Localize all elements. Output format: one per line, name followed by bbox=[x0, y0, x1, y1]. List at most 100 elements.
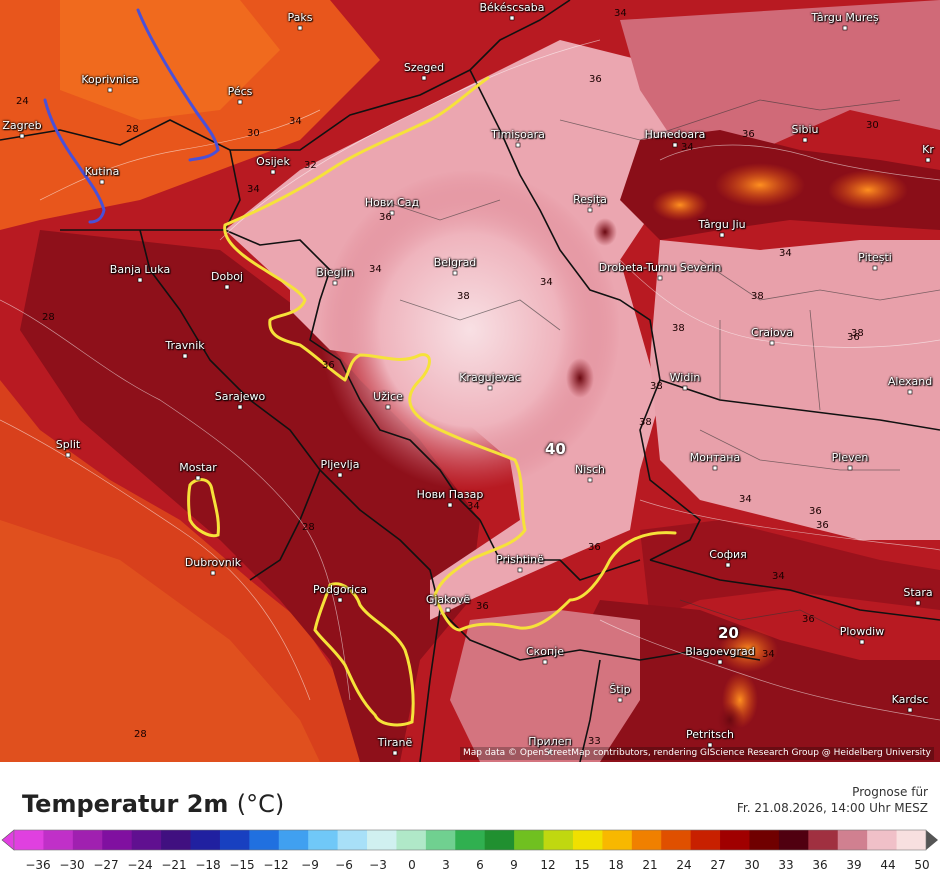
isoline-label: 34 bbox=[772, 571, 785, 582]
colorbar-segment bbox=[837, 830, 868, 850]
city-dot bbox=[719, 232, 725, 238]
colorbar-tick-label: −36 bbox=[25, 858, 51, 872]
colorbar-segment bbox=[337, 830, 368, 850]
colorbar-tick-label: 24 bbox=[676, 858, 692, 872]
isoline-label: 38 bbox=[851, 328, 864, 339]
adriatic-sea-deep bbox=[0, 520, 320, 762]
city-label: Gjakovë bbox=[425, 593, 471, 606]
city-dot bbox=[137, 277, 143, 283]
dark-spot-3 bbox=[716, 702, 744, 738]
city-label: Podgorica bbox=[312, 583, 368, 596]
city-label: Osijek bbox=[256, 155, 290, 168]
country-borders bbox=[0, 0, 940, 762]
isoline-label: 34 bbox=[247, 184, 260, 195]
colorbar-tick-label: 36 bbox=[812, 858, 828, 872]
colorbar-tick-label: 27 bbox=[710, 858, 726, 872]
colorbar-segment bbox=[131, 830, 162, 850]
city-dot bbox=[65, 452, 71, 458]
city-label: Kragujevac bbox=[459, 371, 521, 384]
city-dot bbox=[237, 99, 243, 105]
colorbar-frame bbox=[13, 829, 927, 851]
colorbar-segment bbox=[661, 830, 692, 850]
city-label: Travnik bbox=[165, 339, 205, 352]
colorbar-tick-label: −15 bbox=[229, 858, 255, 872]
colorbar-right-arrow bbox=[926, 830, 938, 850]
city-dot bbox=[712, 465, 718, 471]
color-scale-ticks: −36 −30 −27 −24 −21 −18 −15 −12 −9 −6 −3 0 3 6 9 12 15 18… bbox=[0, 858, 940, 876]
hot-zone-outline bbox=[223, 76, 677, 632]
city-dot bbox=[842, 25, 848, 31]
forecast-time: Fr. 21.08.2026, 14:00 Uhr MESZ bbox=[736, 801, 928, 815]
colorbar-segment bbox=[43, 830, 74, 850]
wallachia-plain bbox=[650, 240, 940, 540]
colorbar-segment bbox=[190, 830, 221, 850]
isoline-label: 36 bbox=[476, 601, 489, 612]
isoline-label: 34 bbox=[614, 8, 627, 19]
city-dot bbox=[107, 87, 113, 93]
isoline-label: 38 bbox=[457, 291, 470, 302]
colorbar-segment bbox=[808, 830, 839, 850]
colorbar-segment bbox=[572, 830, 603, 850]
carpathian-orange-3 bbox=[652, 189, 708, 221]
city-label: Petritsch bbox=[686, 728, 734, 741]
city-label: Koprivnica bbox=[81, 73, 139, 86]
isoline-label: 30 bbox=[866, 120, 879, 131]
city-label: Монтана bbox=[689, 451, 741, 464]
colorbar-tick-label: −30 bbox=[59, 858, 85, 872]
colorbar-segment bbox=[543, 830, 574, 850]
isoline-label: 34 bbox=[681, 142, 694, 153]
colorbar-tick-label: −6 bbox=[335, 858, 353, 872]
isoline-label: 36 bbox=[816, 520, 829, 531]
isoline-label: 36 bbox=[322, 360, 335, 371]
isoline-label: 38 bbox=[650, 381, 663, 392]
carpathian-orange-1 bbox=[715, 163, 805, 207]
city-label: Drobeta-Turnu Severin bbox=[598, 261, 722, 274]
city-dot bbox=[19, 133, 25, 139]
city-dot bbox=[769, 340, 775, 346]
isoline-label: 36 bbox=[588, 542, 601, 553]
city-dot bbox=[297, 25, 303, 31]
city-dot bbox=[672, 142, 678, 148]
temperature-map[interactable]: Paks Békéscsaba Târgu Mureș Koprivnica Pécs S… bbox=[0, 0, 940, 762]
colorbar-segment bbox=[749, 830, 780, 850]
rila-orange bbox=[718, 628, 778, 672]
city-label: Craiova bbox=[751, 326, 793, 339]
colorbar-tick-label: −18 bbox=[195, 858, 221, 872]
city-dot bbox=[487, 385, 493, 391]
colorbar-segment bbox=[72, 830, 103, 850]
isoline-label: 30 bbox=[247, 128, 260, 139]
city-label: София bbox=[709, 548, 747, 561]
city-dot bbox=[859, 639, 865, 645]
colorbar-segment bbox=[425, 830, 456, 850]
city-label: Banja Luka bbox=[109, 263, 171, 276]
city-dot bbox=[925, 157, 931, 163]
city-label: Widin bbox=[669, 371, 701, 384]
city-dot bbox=[847, 465, 853, 471]
color-scale-bar bbox=[1, 829, 938, 851]
city-dot bbox=[385, 404, 391, 410]
city-dot bbox=[195, 475, 201, 481]
city-label: Mostar bbox=[179, 461, 217, 474]
city-dot bbox=[617, 697, 623, 703]
isoline-label: 36 bbox=[847, 332, 860, 343]
city-dot bbox=[452, 270, 458, 276]
map-attribution: Map data © OpenStreetMap contributors, r… bbox=[460, 747, 934, 760]
isoline-label: 38 bbox=[751, 291, 764, 302]
isoline-label: 34 bbox=[762, 649, 775, 660]
city-dot bbox=[872, 265, 878, 271]
city-label: Kr bbox=[922, 143, 934, 156]
city-dot bbox=[99, 179, 105, 185]
city-label: Pljevlja bbox=[320, 458, 360, 471]
colorbar-tick-label: 3 bbox=[442, 858, 450, 872]
isoline-label: 36 bbox=[809, 506, 822, 517]
city-dot bbox=[717, 659, 723, 665]
colorbar-tick-label: 0 bbox=[408, 858, 416, 872]
city-label: Reșița bbox=[573, 193, 607, 206]
city-dot bbox=[337, 472, 343, 478]
colorbar-tick-label: 33 bbox=[778, 858, 794, 872]
city-dot bbox=[725, 562, 731, 568]
map-canvas bbox=[0, 0, 940, 762]
colorbar-segment bbox=[249, 830, 280, 850]
colorbar-segment bbox=[396, 830, 427, 850]
isoline-label: 24 bbox=[16, 96, 29, 107]
